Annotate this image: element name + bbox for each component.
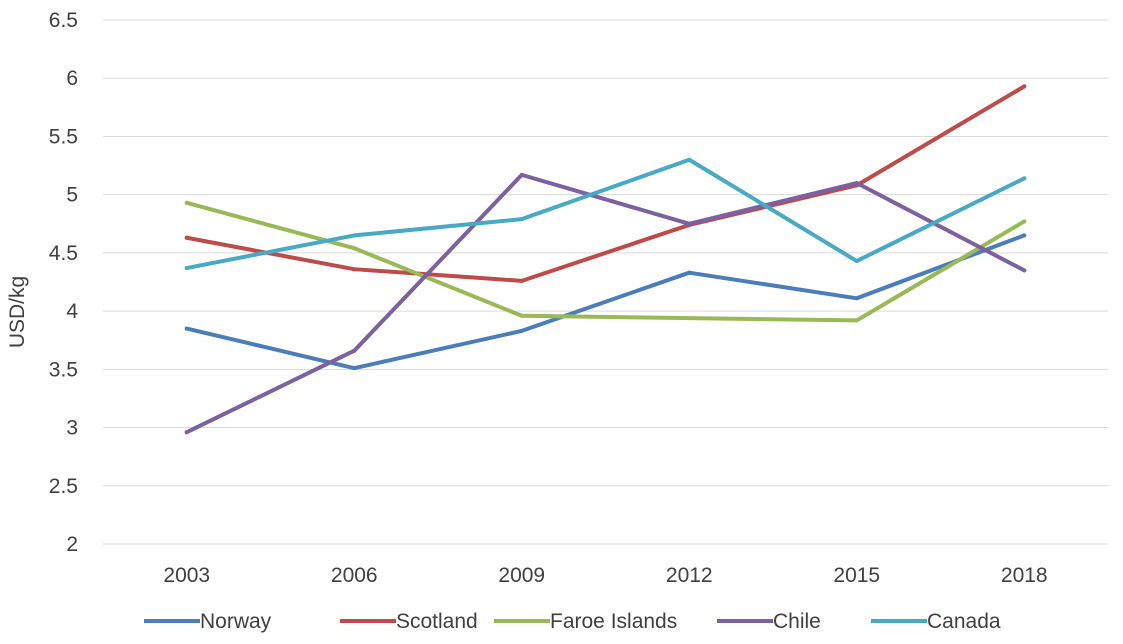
- data-point-chile: [1022, 268, 1027, 273]
- legend: Norway Scotland Faroe Islands Chile Canada: [144, 610, 1001, 633]
- data-point-chile: [352, 348, 357, 353]
- legend-label: Chile: [773, 610, 821, 633]
- data-point-faroe-islands: [352, 246, 357, 251]
- series-line-chile: [184, 172, 1027, 435]
- data-point-chile: [184, 430, 189, 435]
- data-point-faroe-islands: [1022, 219, 1027, 224]
- data-point-norway: [519, 328, 524, 333]
- x-tick-label: 2003: [163, 564, 210, 587]
- data-point-norway: [1022, 233, 1027, 238]
- y-tick-label: 3: [66, 417, 78, 440]
- x-tick-label: 2018: [1001, 564, 1048, 587]
- data-point-canada: [352, 233, 357, 238]
- data-point-faroe-islands: [687, 316, 692, 321]
- legend-label: Faroe Islands: [550, 610, 677, 633]
- legend-label: Scotland: [396, 610, 478, 633]
- series-line-scotland: [184, 84, 1027, 283]
- series-line-canada: [184, 157, 1027, 271]
- x-tick-label: 2006: [331, 564, 378, 587]
- y-tick-label: 2.5: [49, 475, 78, 498]
- data-point-scotland: [184, 235, 189, 240]
- y-tick-label: 4: [66, 300, 78, 323]
- y-tick-label: 2: [66, 533, 78, 556]
- data-point-norway: [352, 366, 357, 371]
- y-tick-label: 5: [66, 184, 78, 207]
- data-point-chile: [854, 181, 859, 186]
- data-point-canada: [687, 157, 692, 162]
- x-tick-label: 2015: [833, 564, 880, 587]
- data-point-norway: [184, 326, 189, 331]
- data-point-chile: [519, 172, 524, 177]
- data-point-faroe-islands: [854, 318, 859, 323]
- data-point-canada: [184, 266, 189, 271]
- legend-label: Norway: [200, 610, 272, 633]
- data-point-faroe-islands: [184, 200, 189, 205]
- gridlines: [103, 19, 1108, 545]
- legend-label: Canada: [927, 610, 1001, 633]
- data-point-canada: [1022, 176, 1027, 181]
- y-axis-ticks: 2 2.5 3 3.5 4 4.5 5 5.5 6 6.5: [49, 9, 79, 556]
- y-tick-label: 6.5: [49, 9, 78, 32]
- data-point-faroe-islands: [519, 313, 524, 318]
- data-point-chile: [687, 221, 692, 226]
- data-point-scotland: [519, 278, 524, 283]
- y-tick-label: 6: [66, 67, 78, 90]
- data-point-norway: [854, 296, 859, 301]
- x-tick-label: 2012: [666, 564, 713, 587]
- series-line-norway: [184, 233, 1027, 371]
- y-tick-label: 5.5: [49, 125, 78, 148]
- series-lines: [184, 84, 1027, 435]
- y-tick-label: 4.5: [49, 242, 78, 265]
- data-point-canada: [854, 259, 859, 264]
- data-point-scotland: [1022, 84, 1027, 89]
- data-point-norway: [687, 270, 692, 275]
- y-tick-label: 3.5: [49, 358, 78, 381]
- data-point-canada: [519, 217, 524, 222]
- x-tick-label: 2009: [498, 564, 545, 587]
- y-axis-title: USD/kg: [6, 276, 29, 348]
- data-point-scotland: [352, 267, 357, 272]
- x-axis-ticks: 2003 2006 2009 2012 2015 2018: [163, 564, 1047, 587]
